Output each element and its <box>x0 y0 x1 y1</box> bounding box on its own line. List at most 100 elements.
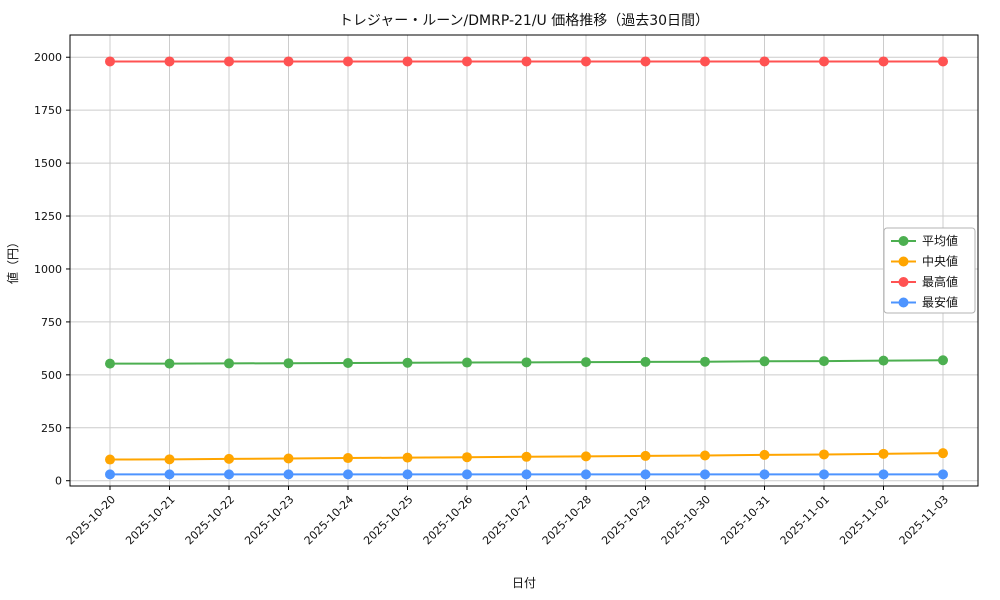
series-marker-min <box>164 469 175 480</box>
series-marker-max <box>343 56 353 67</box>
x-tick-label: 2025-10-25 <box>361 493 415 547</box>
series-marker-median <box>759 449 770 460</box>
chart-title: トレジャー・ルーン/DMRP-21/U 価格推移（過去30日間） <box>339 13 709 29</box>
series-marker-min <box>343 469 353 480</box>
series-marker-average <box>819 356 829 367</box>
series-marker-median <box>283 453 294 464</box>
plot-border <box>69 34 979 487</box>
x-tick-label: 2025-10-24 <box>302 493 356 547</box>
y-tick-label: 1250 <box>34 210 62 223</box>
legend-marker-min <box>898 297 909 308</box>
series-marker-average <box>938 355 948 366</box>
legend-label-min: 最安値 <box>922 295 958 310</box>
x-tick-label: 2025-10-29 <box>599 493 653 547</box>
series-marker-max <box>759 56 770 67</box>
series-marker-average <box>164 358 175 369</box>
series-marker-min <box>878 469 889 480</box>
x-tick-label: 2025-10-26 <box>421 493 475 547</box>
series-marker-max <box>164 56 175 67</box>
series-marker-max <box>105 56 115 67</box>
series-marker-min <box>581 469 591 480</box>
x-tick-label: 2025-10-22 <box>183 493 237 547</box>
series-marker-median <box>938 448 948 459</box>
series-marker-min <box>224 469 234 480</box>
series-marker-median <box>164 454 175 465</box>
series-marker-min <box>521 469 532 480</box>
legend-label-median: 中央値 <box>922 254 958 269</box>
series-marker-min <box>938 469 948 480</box>
series-marker-average <box>759 356 770 367</box>
series-marker-average <box>283 358 294 369</box>
series-marker-min <box>700 469 710 480</box>
series-marker-max <box>462 56 472 67</box>
series-marker-median <box>462 452 472 463</box>
x-tick-label: 2025-10-27 <box>480 493 534 547</box>
legend-marker-average <box>898 236 909 246</box>
y-tick-label: 500 <box>41 369 62 382</box>
series-marker-median <box>878 448 889 459</box>
legend-label-average: 平均値 <box>922 233 958 248</box>
x-tick-label: 2025-10-30 <box>659 493 713 547</box>
series-marker-average <box>581 357 591 368</box>
series-marker-max <box>819 56 829 67</box>
legend-box <box>883 227 976 314</box>
series-marker-max <box>700 56 710 67</box>
series-marker-max <box>521 56 532 67</box>
legend-label-max: 最高値 <box>922 274 958 289</box>
y-tick-label: 1000 <box>34 263 62 276</box>
series-marker-median <box>581 451 591 462</box>
x-axis-label: 日付 <box>512 576 536 590</box>
series-marker-median <box>343 453 353 464</box>
series-marker-min <box>402 469 413 480</box>
x-tick-label: 2025-10-31 <box>718 493 772 547</box>
x-tick-label: 2025-10-23 <box>242 493 296 547</box>
series-marker-median <box>819 449 829 460</box>
series-marker-average <box>521 357 532 368</box>
series-marker-median <box>224 453 234 464</box>
series-marker-average <box>402 357 413 368</box>
legend-marker-max <box>898 277 909 287</box>
series-marker-median <box>640 450 651 461</box>
series-marker-median <box>402 452 413 463</box>
y-tick-label: 1500 <box>34 157 62 170</box>
series-marker-average <box>878 355 889 366</box>
series-marker-max <box>581 56 591 67</box>
x-tick-label: 2025-11-03 <box>897 493 951 547</box>
series-marker-median <box>105 454 115 465</box>
series-marker-average <box>640 356 651 367</box>
series-marker-average <box>700 356 710 367</box>
series-marker-median <box>521 451 532 462</box>
series-marker-min <box>819 469 829 480</box>
series-marker-min <box>105 469 115 480</box>
series-marker-min <box>640 469 651 480</box>
series-marker-min <box>759 469 770 480</box>
plot-layer: 0 250 500 750 1000 1250 1500 1750 2000 2025-10-20… <box>34 34 979 547</box>
series-marker-max <box>878 56 889 67</box>
legend-marker-median <box>898 256 909 267</box>
x-tick-label: 2025-10-20 <box>64 493 118 547</box>
y-tick-label: 250 <box>41 422 62 435</box>
x-tick-label: 2025-10-21 <box>123 493 177 547</box>
series-marker-min <box>462 469 472 480</box>
x-tick-label: 2025-11-01 <box>778 493 832 547</box>
series-marker-min <box>283 469 294 480</box>
series-marker-max <box>640 56 651 67</box>
y-tick-label: 1750 <box>34 104 62 117</box>
series-marker-max <box>283 56 294 67</box>
series-marker-max <box>224 56 234 67</box>
series-marker-average <box>105 358 115 369</box>
y-tick-label: 0 <box>55 475 62 488</box>
series-marker-max <box>402 56 413 67</box>
x-tick-label: 2025-11-02 <box>837 493 891 547</box>
y-axis-label: 値（円） <box>5 236 20 284</box>
series-marker-average <box>343 357 353 368</box>
series-marker-average <box>224 358 234 369</box>
series-marker-max <box>938 56 948 67</box>
series-marker-median <box>700 450 710 461</box>
x-tick-label: 2025-10-28 <box>540 493 594 547</box>
y-tick-label: 750 <box>41 316 62 329</box>
y-tick-label: 2000 <box>34 51 62 64</box>
series-marker-average <box>462 357 472 368</box>
